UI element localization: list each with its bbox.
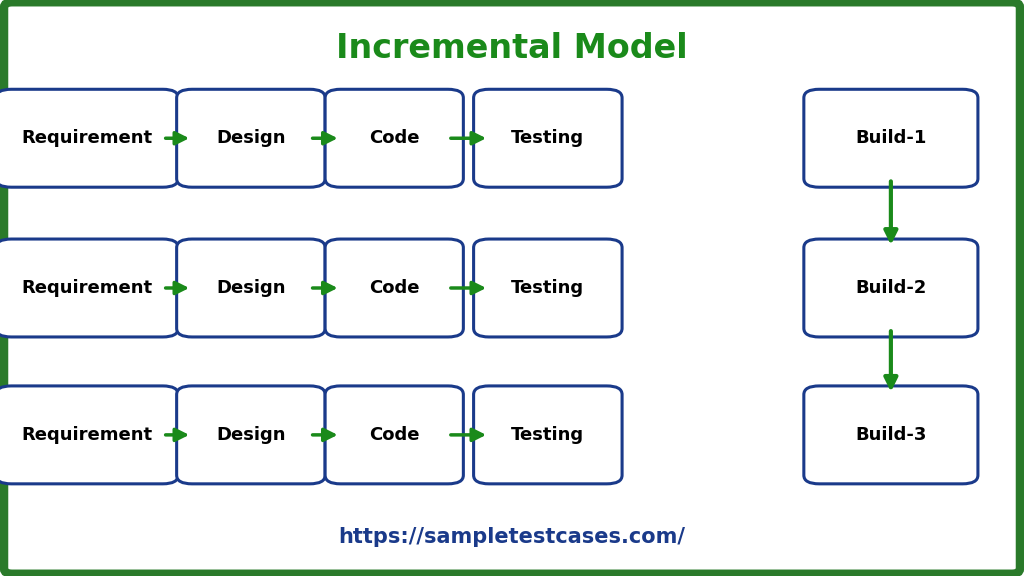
FancyBboxPatch shape	[326, 386, 463, 484]
FancyBboxPatch shape	[176, 239, 326, 337]
FancyBboxPatch shape	[326, 239, 463, 337]
Text: Testing: Testing	[511, 129, 585, 147]
Text: Code: Code	[369, 426, 420, 444]
Text: https://sampletestcases.com/: https://sampletestcases.com/	[339, 527, 685, 547]
FancyBboxPatch shape	[176, 89, 326, 187]
Text: Testing: Testing	[511, 279, 585, 297]
FancyBboxPatch shape	[473, 239, 623, 337]
FancyBboxPatch shape	[473, 386, 623, 484]
Text: Requirement: Requirement	[22, 129, 153, 147]
FancyBboxPatch shape	[473, 89, 623, 187]
Text: Requirement: Requirement	[22, 279, 153, 297]
Text: Build-3: Build-3	[855, 426, 927, 444]
FancyBboxPatch shape	[804, 386, 978, 484]
Text: Testing: Testing	[511, 426, 585, 444]
Text: Requirement: Requirement	[22, 426, 153, 444]
Text: Incremental Model: Incremental Model	[336, 32, 688, 66]
FancyBboxPatch shape	[804, 239, 978, 337]
FancyBboxPatch shape	[804, 89, 978, 187]
Text: Code: Code	[369, 279, 420, 297]
FancyBboxPatch shape	[0, 386, 178, 484]
Text: Build-1: Build-1	[855, 129, 927, 147]
FancyBboxPatch shape	[0, 239, 178, 337]
Text: Code: Code	[369, 129, 420, 147]
FancyBboxPatch shape	[0, 89, 178, 187]
FancyBboxPatch shape	[176, 386, 326, 484]
Text: Design: Design	[216, 426, 286, 444]
Text: Design: Design	[216, 129, 286, 147]
Text: Build-2: Build-2	[855, 279, 927, 297]
FancyBboxPatch shape	[326, 89, 463, 187]
Text: Design: Design	[216, 279, 286, 297]
